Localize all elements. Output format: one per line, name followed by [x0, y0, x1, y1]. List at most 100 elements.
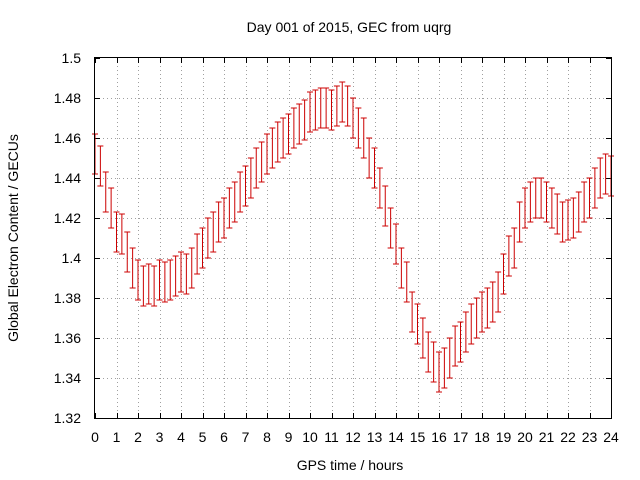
y-tick-label: 1.34 [54, 370, 81, 386]
x-tick-label: 16 [431, 429, 447, 445]
x-tick-label: 3 [156, 429, 164, 445]
data-point [333, 85, 340, 127]
data-point [204, 217, 211, 259]
data-point [403, 261, 410, 303]
data-point [167, 259, 174, 301]
x-tick-label: 22 [560, 429, 576, 445]
data-point [247, 157, 254, 199]
data-point [194, 233, 201, 275]
data-point [446, 337, 453, 379]
data-point [602, 153, 609, 195]
data-point [495, 271, 502, 313]
y-tick-label: 1.5 [62, 50, 82, 66]
data-point [366, 137, 373, 179]
data-point [183, 253, 190, 295]
data-point [296, 103, 303, 145]
data-point [511, 227, 518, 269]
data-point [527, 181, 534, 223]
data-point [414, 303, 421, 345]
data-point [355, 107, 362, 149]
data-point [237, 171, 244, 213]
data-point [269, 127, 276, 169]
data-point [538, 177, 545, 219]
data-point [285, 113, 292, 155]
data-point [473, 297, 480, 339]
data-point [532, 177, 539, 219]
x-tick-label: 20 [517, 429, 533, 445]
x-tick-label: 0 [91, 429, 99, 445]
x-tick-label: 10 [302, 429, 318, 445]
data-point [242, 165, 249, 207]
data-point [360, 117, 367, 159]
x-tick-label: 12 [345, 429, 361, 445]
data-point [398, 247, 405, 289]
x-tick-label: 19 [496, 429, 512, 445]
data-point [108, 187, 115, 229]
data-point [581, 181, 588, 223]
data-point [554, 193, 561, 235]
data-point [489, 281, 496, 323]
data-point [522, 187, 528, 229]
y-tick-label: 1.46 [54, 130, 81, 146]
x-tick-label: 8 [263, 429, 271, 445]
data-point [570, 197, 577, 239]
data-point [290, 107, 297, 149]
data-point [425, 331, 432, 373]
chart-title: Day 001 of 2015, GEC from uqrg [247, 19, 452, 35]
data-point [548, 187, 555, 229]
data-point [543, 181, 550, 223]
data-point [231, 181, 238, 223]
data-point [151, 265, 158, 307]
y-tick-label: 1.32 [54, 410, 81, 426]
data-point [97, 145, 104, 187]
data-point [118, 213, 125, 255]
data-point [376, 167, 383, 209]
x-tick-label: 4 [177, 429, 185, 445]
data-point [328, 89, 335, 131]
x-tick-label: 13 [367, 429, 383, 445]
y-tick-label: 1.36 [54, 330, 81, 346]
x-tick-label: 17 [453, 429, 469, 445]
data-point [301, 99, 308, 141]
x-tick-label: 1 [113, 429, 121, 445]
data-point [500, 253, 507, 295]
x-tick-label: 18 [474, 429, 490, 445]
plot-frame [94, 57, 612, 419]
data-point [371, 147, 378, 189]
data-point [113, 211, 120, 253]
data-point [221, 197, 227, 239]
data-point [140, 265, 147, 307]
data-point [226, 187, 233, 229]
data-point [156, 259, 163, 301]
y-axis-label: Global Electron Content / GECUs [5, 134, 21, 342]
data-point [419, 317, 426, 359]
data-points [92, 81, 614, 393]
data-point [323, 87, 330, 129]
data-point [468, 303, 475, 345]
data-point [387, 207, 394, 249]
data-point [274, 121, 281, 163]
x-tick-label: 7 [242, 429, 250, 445]
data-point [505, 235, 512, 277]
data-point [178, 251, 184, 293]
data-point [586, 177, 593, 219]
data-point [135, 259, 141, 301]
data-point [591, 167, 598, 209]
data-point [312, 89, 319, 131]
x-tick-label: 15 [410, 429, 426, 445]
data-point [393, 223, 399, 265]
data-point [339, 81, 346, 123]
data-point [199, 227, 206, 269]
x-tick-label: 24 [603, 429, 619, 445]
data-point [264, 133, 270, 175]
y-tick-label: 1.48 [54, 90, 81, 106]
x-tick-label: 5 [199, 429, 207, 445]
data-point [382, 185, 389, 227]
data-point [350, 97, 356, 139]
data-point [102, 171, 109, 213]
data-point [258, 141, 265, 183]
data-point [253, 147, 260, 189]
data-point [161, 261, 168, 303]
data-point [436, 351, 442, 393]
